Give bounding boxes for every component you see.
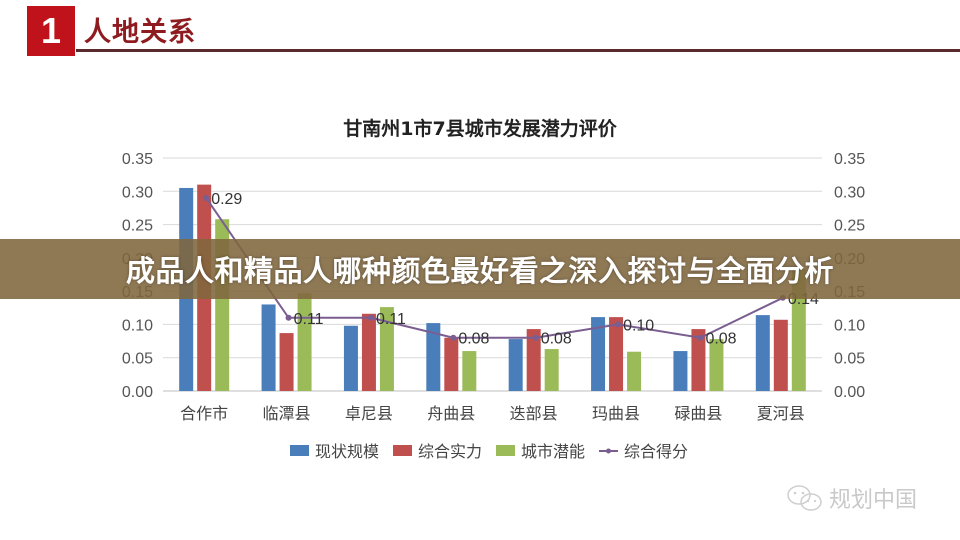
bar-1 xyxy=(691,329,706,391)
legend-line-marker xyxy=(606,448,611,454)
bar-1 xyxy=(526,329,541,391)
x-category-label: 合作市 xyxy=(180,404,228,423)
bar-0 xyxy=(508,339,523,391)
legend-swatch xyxy=(496,445,515,456)
watermark-text: 规划中国 xyxy=(829,488,918,513)
data-label: 0.08 xyxy=(458,331,489,348)
bar-1 xyxy=(444,337,459,391)
data-label: 0.29 xyxy=(211,191,242,208)
y-tick-right: 0.05 xyxy=(834,351,865,368)
chart-title: 甘南州1市7县城市发展潜力评价 xyxy=(343,118,617,140)
y-tick-right: 0.25 xyxy=(834,218,865,235)
data-label: 0.11 xyxy=(376,311,406,328)
bar-0 xyxy=(591,317,606,391)
data-label: 0.08 xyxy=(541,331,572,348)
data-label: 0.11 xyxy=(294,311,324,328)
bar-1 xyxy=(361,313,376,391)
y-tick-left: 0.35 xyxy=(122,151,153,168)
y-tick-left: 0.10 xyxy=(122,317,153,334)
bar-2 xyxy=(709,339,724,391)
x-category-label: 夏河县 xyxy=(757,404,805,423)
bar-0 xyxy=(755,315,770,391)
bar-0 xyxy=(426,323,441,391)
bar-0 xyxy=(343,325,358,391)
wechat-icon xyxy=(787,485,822,511)
legend-swatch xyxy=(290,445,309,456)
score-point xyxy=(697,334,704,341)
bar-2 xyxy=(379,307,394,391)
bar-0 xyxy=(673,351,688,391)
watermark: 规划中国 xyxy=(785,482,917,514)
x-category-label: 卓尼县 xyxy=(345,404,393,423)
bar-2 xyxy=(791,269,806,391)
banner-text: 成品人和精品人哪种颜色最好看之深入探讨与全面分析 xyxy=(125,254,834,288)
y-tick-left: 0.30 xyxy=(122,184,153,201)
x-category-label: 碌曲县 xyxy=(674,404,722,423)
legend-label: 综合实力 xyxy=(418,442,482,461)
overlay-banner: 成品人和精品人哪种颜色最好看之深入探讨与全面分析 xyxy=(0,239,960,299)
x-category-label: 玛曲县 xyxy=(592,404,640,423)
bar-2 xyxy=(297,293,312,391)
section-number-badge: 1 xyxy=(27,6,75,56)
x-category-label: 舟曲县 xyxy=(427,404,475,423)
legend-swatch xyxy=(393,445,412,456)
bar-2 xyxy=(462,351,477,391)
bar-0 xyxy=(261,304,276,391)
bar-2 xyxy=(544,349,559,391)
data-label: 0.08 xyxy=(705,331,736,348)
section-header: 1 人地关系 xyxy=(0,0,960,80)
legend-label: 综合得分 xyxy=(624,442,688,461)
bar-1 xyxy=(279,333,294,391)
data-label: 0.10 xyxy=(623,317,654,334)
y-tick-left: 0.00 xyxy=(122,384,153,401)
y-tick-left: 0.25 xyxy=(122,218,153,235)
bar-2 xyxy=(627,351,642,391)
bar-1 xyxy=(773,319,788,391)
score-point xyxy=(615,321,622,328)
score-point xyxy=(450,334,457,341)
score-line xyxy=(205,197,784,339)
legend-label: 城市潜能 xyxy=(521,442,585,461)
score-point xyxy=(203,194,210,201)
y-tick-right: 0.30 xyxy=(834,184,865,201)
x-category-label: 迭部县 xyxy=(510,404,558,423)
score-point xyxy=(285,314,292,321)
y-tick-left: 0.05 xyxy=(122,351,153,368)
x-category-label: 临潭县 xyxy=(263,404,311,423)
score-point xyxy=(367,314,374,321)
score-point xyxy=(532,334,539,341)
section-title: 人地关系 xyxy=(84,17,196,48)
y-tick-right: 0.10 xyxy=(834,317,865,334)
bar-1 xyxy=(609,317,624,391)
y-tick-right: 0.00 xyxy=(834,384,865,401)
header-divider xyxy=(76,49,960,52)
y-tick-right: 0.35 xyxy=(834,151,865,168)
legend-label: 现状规模 xyxy=(315,442,379,461)
